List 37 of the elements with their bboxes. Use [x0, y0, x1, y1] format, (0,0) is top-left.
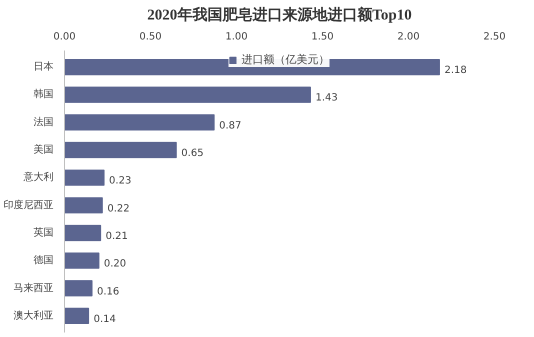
data-label: 0.16 — [97, 286, 120, 298]
y-tick-label: 英国 — [34, 226, 54, 238]
data-label: 0.14 — [94, 314, 116, 325]
data-label: 2.18 — [444, 65, 467, 76]
y-tick-label: 印度尼西亚 — [4, 198, 54, 211]
chart-title: 2020年我国肥皂进口来源地进口额Top10 — [147, 6, 412, 24]
x-tick-label: 2.50 — [483, 32, 506, 42]
y-tick-label: 法国 — [34, 116, 54, 128]
y-tick-label: 美国 — [34, 144, 54, 156]
bar — [64, 86, 311, 103]
y-tick-label: 马来西亚 — [14, 282, 54, 294]
x-tick-label: 1.00 — [225, 32, 248, 42]
bar — [64, 114, 215, 130]
y-tick-label: 澳大利亚 — [14, 309, 54, 322]
data-label: 0.22 — [107, 203, 130, 214]
data-label: 0.65 — [181, 148, 204, 160]
x-tick-label: 2.00 — [397, 32, 420, 42]
x-tick-label: 0.50 — [139, 32, 162, 42]
data-label: 1.43 — [315, 92, 338, 104]
x-tick-label: 1.50 — [311, 32, 334, 42]
legend-label: 进口额（亿美元） — [242, 52, 330, 67]
x-tick-label: 0.00 — [53, 32, 76, 42]
data-label: 0.21 — [106, 230, 128, 242]
y-tick-label: 意大利 — [22, 171, 54, 184]
y-tick-label: 德国 — [34, 255, 54, 266]
bar — [64, 252, 100, 269]
y-tick-label: 日本 — [34, 60, 54, 73]
data-label: 0.20 — [104, 258, 126, 270]
bar — [64, 142, 177, 158]
data-label: 0.87 — [219, 120, 242, 132]
bar — [64, 170, 105, 186]
y-tick-label: 韩国 — [34, 88, 54, 100]
bar — [64, 224, 102, 242]
data-label: 0.23 — [109, 176, 132, 187]
bar — [64, 280, 93, 296]
bar — [64, 197, 103, 214]
bar — [64, 308, 90, 324]
